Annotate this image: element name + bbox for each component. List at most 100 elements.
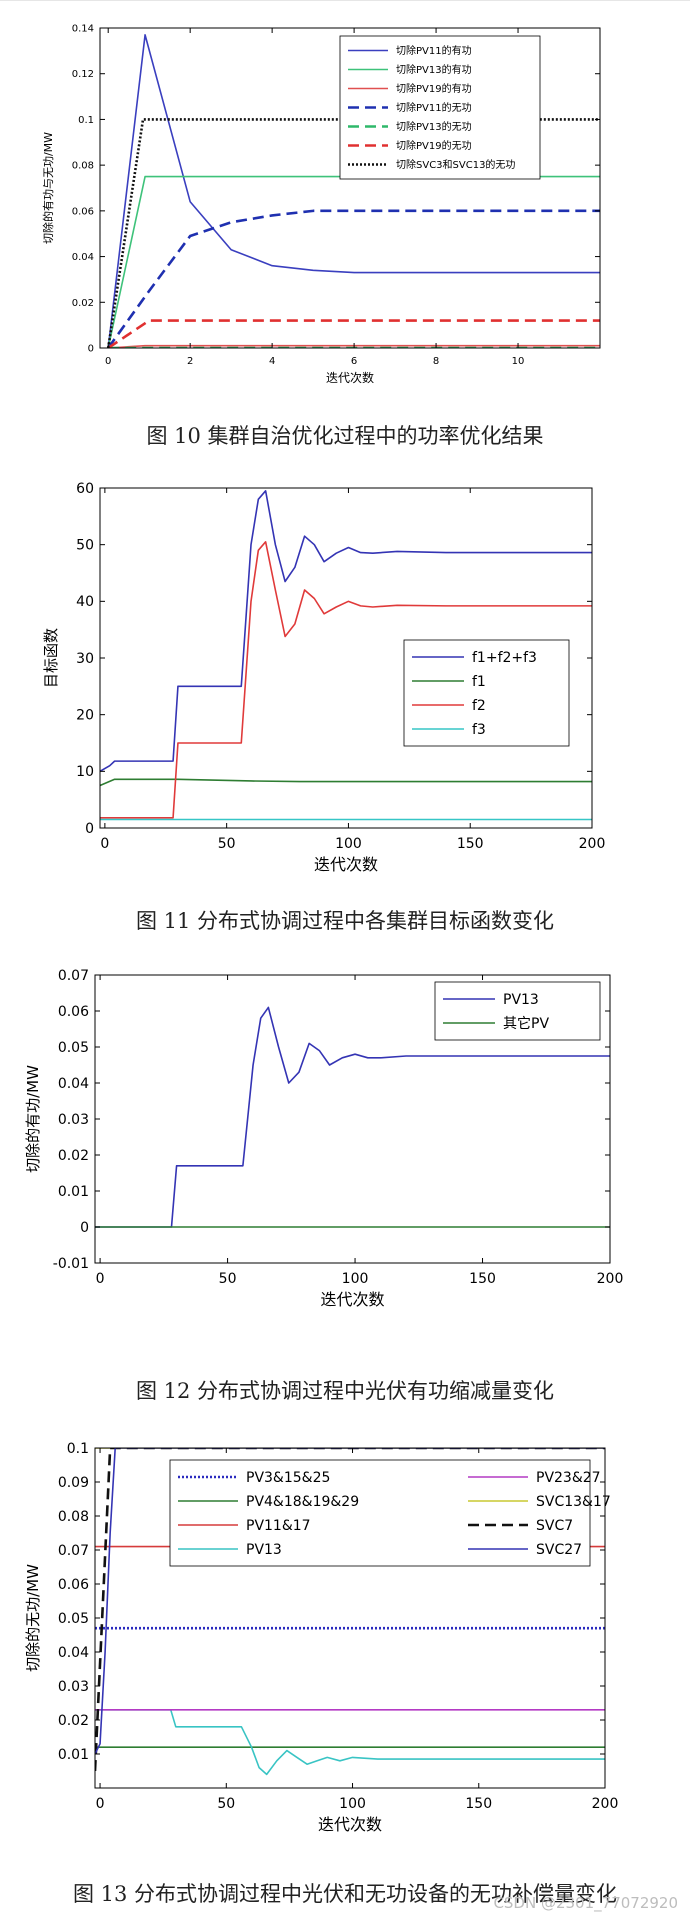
series-line-7 (95, 1448, 605, 1772)
y-tick-label: 0.12 (72, 69, 94, 80)
y-tick-label: 0.06 (58, 1577, 89, 1593)
x-tick-label: 50 (217, 1796, 235, 1812)
chart-objective-functions: 0 50 100 150 200 0 10 20 30 40 50 60 迭代次数 目标函数 f1+f2+f… (42, 481, 606, 874)
legend-label-8: SVC27 (536, 1542, 582, 1558)
y-tick-label: 0 (80, 1220, 89, 1236)
y-axis-label: 切除的无功/MW (24, 1564, 42, 1672)
y-tick-label: 0.09 (58, 1475, 89, 1491)
x-tick-label: 0 (105, 356, 111, 367)
x-tick-label: 100 (335, 836, 362, 852)
legend-label-7: 切除SVC3和SVC13的无功 (396, 158, 515, 171)
figure-10-caption: 图 10 集群自治优化过程中的功率优化结果 (146, 424, 544, 448)
y-tick-label: 0.08 (58, 1509, 89, 1525)
y-tick-label: 0.04 (58, 1645, 89, 1661)
y-tick-label: 40 (76, 594, 94, 610)
legend-label-4: PV13 (246, 1542, 282, 1558)
y-tick-label: 0 (85, 821, 94, 837)
x-tick-label: 2 (187, 356, 193, 367)
y-tick-label: 0.04 (72, 252, 94, 263)
legend-label-5: 切除PV13的无功 (396, 120, 472, 133)
series-line-6 (107, 319, 600, 348)
x-tick-label: 0 (96, 1796, 105, 1812)
y-tick-label: 0 (88, 344, 94, 355)
y-axis-label: 切除的有功/MW (24, 1065, 42, 1173)
top-border (0, 0, 690, 1)
legend-label-1: PV13 (503, 992, 539, 1008)
series-line-4 (95, 1708, 605, 1776)
y-tick-label: 60 (76, 481, 94, 497)
legend-label-1: PV3&15&25 (246, 1470, 330, 1486)
figure-10: 0 2 4 6 8 10 0 0.02 0.04 0.06 0.08 0.1 0.12 0.14 迭代次数 切… (0, 10, 690, 410)
x-tick-label: 200 (592, 1796, 619, 1812)
y-tick-label: 30 (76, 651, 94, 667)
series-line-7 (106, 118, 600, 348)
x-tick-label: 50 (218, 836, 236, 852)
x-tick-label: 6 (351, 356, 357, 367)
x-axis-label: 迭代次数 (320, 1290, 384, 1309)
plot-frame (99, 27, 601, 349)
legend-box (169, 1459, 591, 1567)
y-tick-label: 0.05 (58, 1611, 89, 1627)
y-tick-label: 0.07 (58, 1543, 89, 1559)
figure-11: 0 50 100 150 200 0 10 20 30 40 50 60 迭代次数 目标函数 f1+f2+f… (0, 470, 690, 890)
y-axis-label: 目标函数 (42, 628, 60, 688)
figure-13: 0 50 100 150 200 0.01 0.02 0.03 0.04 0.05 0.06 0.07… (0, 1430, 690, 1860)
y-tick-label: 0.1 (78, 115, 94, 126)
y-tick-label: 20 (76, 708, 94, 724)
legend-label-2: 切除PV13的有功 (396, 63, 472, 76)
y-tick-label: 0.04 (58, 1076, 89, 1092)
chart-reactive-compensation: 0 50 100 150 200 0.01 0.02 0.03 0.04 0.05 0.06 0.07… (24, 1441, 619, 1834)
x-tick-label: 100 (342, 1271, 369, 1287)
x-tick-label: 8 (433, 356, 439, 367)
x-tick-label: 150 (465, 1796, 492, 1812)
y-tick-label: 50 (76, 538, 94, 554)
x-axis-label: 迭代次数 (314, 855, 378, 874)
figure-13-caption: 图 13 分布式协调过程中光伏和无功设备的无功补偿量变化 (72, 1882, 618, 1906)
series-group (106, 34, 600, 348)
x-tick-label: 150 (469, 1271, 496, 1287)
x-tick-label: 100 (339, 1796, 366, 1812)
y-tick-label: 0.02 (72, 298, 94, 309)
figure-11-caption: 图 11 分布式协调过程中各集群目标函数变化 (135, 909, 555, 933)
legend-label-2: 其它PV (503, 1015, 549, 1032)
series-line-2 (107, 175, 600, 348)
series-line-4 (107, 209, 600, 348)
series-group (95, 1006, 610, 1228)
series-line-1 (95, 1006, 610, 1228)
series-group (100, 490, 592, 821)
legend-label-2: PV4&18&19&29 (246, 1494, 359, 1510)
legend-label-6: SVC13&17 (536, 1494, 611, 1510)
chart-pv-active-curtailment: 0 50 100 150 200 -0.01 0 0.01 0.02 0.03 0.04 0.05 0.… (24, 968, 623, 1309)
x-axis-label: 迭代次数 (326, 370, 374, 385)
x-tick-label: 150 (457, 836, 484, 852)
y-tick-label: 0.02 (58, 1713, 89, 1729)
y-tick-label: -0.01 (53, 1256, 89, 1272)
x-axis-label: 迭代次数 (318, 1815, 382, 1834)
series-line-3 (108, 344, 600, 348)
legend-label-2: f1 (472, 674, 486, 690)
x-tick-label: 4 (269, 356, 275, 367)
y-tick-label: 0.1 (67, 1441, 89, 1457)
legend-label-4: 切除PV11的无功 (396, 101, 472, 114)
y-tick-label: 0.14 (72, 24, 94, 35)
y-tick-label: 10 (76, 764, 94, 780)
series-line-8 (95, 1448, 605, 1755)
y-tick-label: 0.03 (58, 1112, 89, 1128)
y-tick-label: 0.03 (58, 1679, 89, 1695)
legend-label-6: 切除PV19的无功 (396, 139, 472, 152)
x-tick-label: 200 (579, 836, 606, 852)
y-tick-label: 0.06 (58, 1004, 89, 1020)
legend-label-3: f2 (472, 698, 486, 714)
watermark: CSDN @2301_77072920 (493, 1894, 678, 1912)
series-line-2 (100, 778, 592, 787)
y-tick-label: 0.05 (58, 1040, 89, 1056)
legend-label-4: f3 (472, 722, 486, 738)
series-line-3 (100, 541, 592, 819)
x-tick-label: 0 (96, 1271, 105, 1287)
figure-12: 0 50 100 150 200 -0.01 0 0.01 0.02 0.03 0.04 0.05 0.… (0, 960, 690, 1340)
x-tick-label: 10 (512, 356, 525, 367)
x-tick-label: 50 (219, 1271, 237, 1287)
y-tick-label: 0.02 (58, 1148, 89, 1164)
y-tick-label: 0.06 (72, 206, 94, 217)
legend-label-5: PV23&27 (536, 1470, 601, 1486)
